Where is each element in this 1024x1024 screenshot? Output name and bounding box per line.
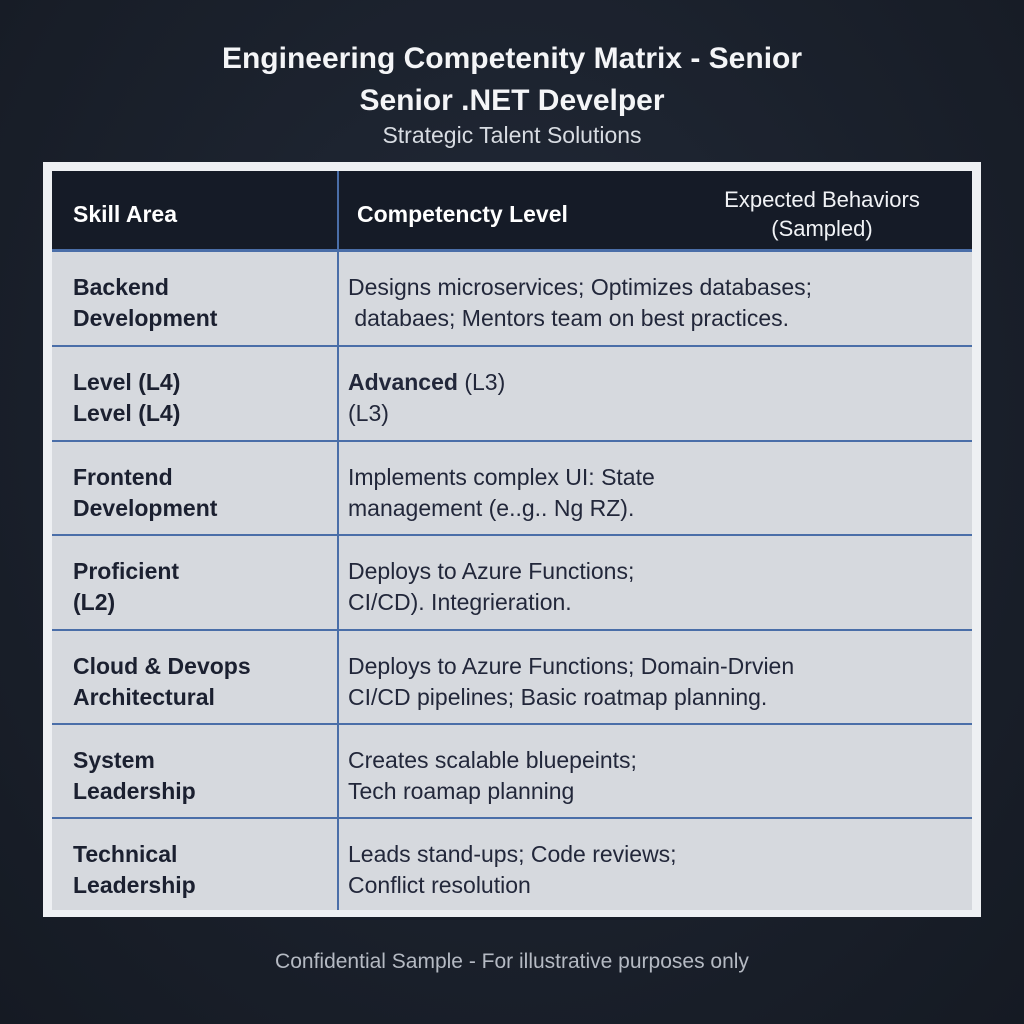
header-competency-level: Competencty Level (357, 201, 568, 227)
table-row: System Leadership Creates scalable bluepei… (52, 725, 972, 819)
competency-line: databaes; Mentors team on best practices… (348, 303, 812, 334)
skill-area-cell: Backend Development (73, 272, 217, 334)
table-row: Proficient (L2) Deploys to Azure Functions… (52, 536, 972, 631)
competency-line: Deploys to Azure Functions; Domain-Drvie… (348, 651, 794, 682)
skill-area-cell: Level (L4) Level (L4) (73, 367, 180, 429)
column-divider (337, 171, 339, 910)
header-expected-behaviors: Expected Behaviors (Sampled) (702, 185, 942, 243)
competency-cell: Designs microservices; Optimizes databas… (348, 272, 812, 334)
skill-area-line: Architectural (73, 684, 215, 710)
competency-line: Deploys to Azure Functions; (348, 556, 634, 587)
page-title: Engineering Competenity Matrix - Senior (221, 42, 803, 75)
competency-text: (L3) (457, 369, 506, 395)
header-skill-area: Skill Area (73, 201, 177, 227)
competency-text: management (e..g.. Ng RZ). (348, 495, 635, 521)
skill-area-line: Frontend (73, 464, 173, 490)
skill-area-line: Level (L4) (73, 400, 181, 426)
table-row: Backend Development Designs microservices;… (52, 252, 972, 347)
competency-line: CI/CD). Integrieration. (348, 587, 634, 618)
skill-area-line: System (73, 747, 155, 773)
skill-area-line: Level (L4) (73, 369, 181, 395)
header-expected-behaviors-line1: Expected Behaviors (724, 187, 920, 212)
competency-text: Conflict resolution (348, 872, 531, 898)
skill-area-line: Cloud & Devops (73, 653, 251, 679)
skill-area-cell: Frontend Development (73, 462, 217, 524)
skill-area-line: Leadership (73, 872, 196, 898)
skill-area-cell: Technical Leadership (73, 839, 196, 901)
competency-cell: Leads stand-ups; Code reviews; Conflict r… (348, 839, 677, 901)
competency-line: management (e..g.. Ng RZ). (348, 493, 655, 524)
competency-line: Leads stand-ups; Code reviews; (348, 839, 677, 870)
skill-area-cell: Cloud & Devops Architectural (73, 651, 251, 713)
skill-area-line: Leadership (73, 778, 196, 804)
competency-line: Designs microservices; Optimizes databas… (348, 272, 812, 303)
competency-cell: Deploys to Azure Functions; CI/CD). Integ… (348, 556, 634, 618)
competency-text: Deploys to Azure Functions; (348, 558, 635, 584)
competency-line: Implements complex UI: State (348, 462, 655, 493)
competency-line: Conflict resolution (348, 870, 677, 901)
competency-text: (L3) (348, 400, 389, 426)
footer-note: Confidential Sample - For illustrative p… (275, 950, 749, 973)
competency-line: CI/CD pipelines; Basic roatmap planning. (348, 682, 794, 713)
skill-area-line: (L2) (73, 589, 116, 615)
page-title-line-2: Senior .NET Develper (359, 84, 665, 117)
skill-area-line: Proficient (73, 558, 180, 584)
competency-line: Advanced (L3) (348, 367, 505, 398)
matrix-frame: Skill Area Competencty Level Expected Be… (43, 162, 981, 917)
competency-text: Creates scalable bluepeints; (348, 747, 637, 773)
table-row: Frontend Development Implements complex UI… (52, 442, 972, 536)
competency-cell: Creates scalable bluepeints; Tech roamap … (348, 745, 637, 807)
header-expected-behaviors-line2: (Sampled) (771, 216, 873, 241)
skill-area-line: Development (73, 305, 218, 331)
competency-line: (L3) (348, 398, 505, 429)
competency-text: Implements complex UI: State (348, 464, 655, 490)
competency-cell: Implements complex UI: State management (… (348, 462, 655, 524)
competency-table: Skill Area Competencty Level Expected Be… (52, 171, 972, 910)
competency-cell: Advanced (L3) (L3) (348, 367, 505, 429)
skill-area-cell: Proficient (L2) (73, 556, 179, 618)
competency-text: Leads stand-ups; Code reviews; (348, 841, 677, 867)
subtitle: Strategic Talent Solutions (382, 122, 642, 148)
table-row: Cloud & Devops Architectural Deploys to Az… (52, 631, 972, 725)
table-row: Level (L4) Level (L4) Advanced (L3) (L3) (52, 347, 972, 442)
table-row: Technical Leadership Leads stand-ups; Code… (52, 819, 972, 910)
competency-level-label: Advanced (348, 369, 458, 395)
competency-text: CI/CD). Integrieration. (348, 589, 572, 615)
table-header: Skill Area Competencty Level Expected Be… (52, 171, 972, 252)
competency-text: Designs microservices; Optimizes databas… (348, 274, 812, 300)
competency-text: Tech roamap planning (348, 778, 575, 804)
competency-text: CI/CD pipelines; Basic roatmap planning. (348, 684, 768, 710)
competency-line: Tech roamap planning (348, 776, 637, 807)
competency-line: Creates scalable bluepeints; (348, 745, 637, 776)
skill-area-cell: System Leadership (73, 745, 196, 807)
skill-area-line: Development (73, 495, 218, 521)
competency-text: Deploys to Azure Functions; Domain-Drvie… (348, 653, 795, 679)
competency-cell: Deploys to Azure Functions; Domain-Drvie… (348, 651, 794, 713)
skill-area-line: Backend (73, 274, 169, 300)
competency-text: databaes; Mentors team on best practices… (348, 305, 790, 331)
skill-area-line: Technical (73, 841, 178, 867)
